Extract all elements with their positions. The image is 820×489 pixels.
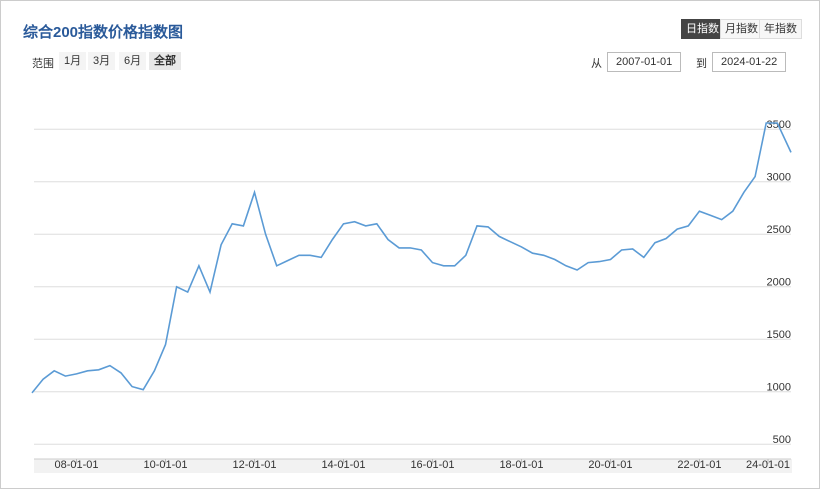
period-button[interactable]: 日指数	[681, 19, 724, 39]
series-line	[31, 122, 792, 394]
range-button[interactable]: 1月	[59, 52, 87, 70]
from-input[interactable]: 2007-01-01	[607, 52, 682, 72]
range-label: 范围	[32, 58, 54, 70]
y-tick-label: 2000	[767, 277, 791, 289]
x-tick-label: 24-01-01	[746, 459, 790, 471]
y-tick-label: 2500	[767, 224, 791, 236]
range-button[interactable]: 3月	[88, 52, 116, 70]
y-tick-label: 500	[773, 434, 791, 446]
x-tick-label: 20-01-01	[588, 459, 632, 471]
title: 综合200指数价格指数图	[23, 24, 184, 41]
x-tick-label: 18-01-01	[499, 459, 543, 471]
x-tick-label: 22-01-01	[677, 459, 721, 471]
x-tick-label: 14-01-01	[321, 459, 365, 471]
y-tick-label: 1000	[767, 382, 791, 394]
x-tick-label: 10-01-01	[143, 459, 187, 471]
x-tick-label: 16-01-01	[410, 459, 454, 471]
period-button[interactable]: 年指数	[759, 19, 802, 39]
to-input[interactable]: 2024-01-22	[712, 52, 787, 72]
y-tick-label: 1500	[767, 329, 791, 341]
x-tick-label: 08-01-01	[54, 459, 98, 471]
x-tick-label: 12-01-01	[232, 459, 276, 471]
from-label: 从	[591, 58, 602, 70]
range-button[interactable]: 6月	[119, 52, 147, 70]
axis-band	[34, 459, 792, 473]
y-tick-label: 3000	[767, 172, 791, 184]
range-button[interactable]: 全部	[149, 52, 181, 70]
period-button[interactable]: 月指数	[720, 19, 763, 39]
to-label: 到	[696, 58, 707, 70]
y-tick-label: 3500	[767, 119, 791, 131]
